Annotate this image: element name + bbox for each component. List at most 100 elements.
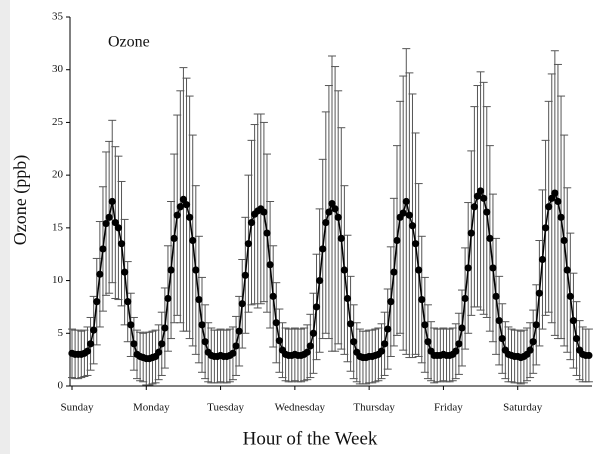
y-axis-label: Ozone (ppb) [10, 155, 31, 245]
data-point [102, 220, 110, 228]
data-point [275, 337, 283, 345]
data-point [114, 224, 123, 232]
data-point [381, 340, 389, 348]
data-point [266, 261, 274, 269]
data-point [411, 240, 420, 248]
data-point [535, 289, 543, 297]
data-point [303, 348, 311, 356]
data-point [263, 229, 271, 237]
data-point [548, 194, 556, 202]
data-point [473, 192, 482, 200]
data-point [96, 270, 104, 278]
data-point [99, 245, 107, 253]
data-point [557, 213, 565, 221]
y-tick-label: 15 [52, 221, 64, 233]
data-point [421, 321, 429, 329]
y-tick-label: 0 [58, 380, 64, 392]
data-point [201, 338, 209, 346]
data-point [189, 236, 197, 245]
data-point [377, 347, 386, 355]
data-point [566, 292, 574, 300]
data-point [316, 276, 324, 285]
data-point [309, 329, 318, 337]
data-point [127, 321, 135, 329]
data-point [526, 346, 534, 354]
y-tick-label: 20 [52, 169, 64, 181]
data-point [312, 303, 321, 311]
data-point [182, 201, 191, 209]
data-point [470, 203, 478, 211]
data-point [384, 325, 392, 333]
side-strip [0, 0, 10, 454]
data-point [337, 234, 345, 242]
data-point [334, 213, 342, 221]
data-point [90, 326, 98, 334]
data-point [415, 266, 423, 274]
data-point [563, 266, 571, 274]
data-point [117, 240, 126, 248]
data-point [486, 234, 494, 242]
data-point [306, 342, 314, 350]
data-point [498, 334, 506, 343]
data-point [158, 340, 166, 348]
data-point [408, 222, 417, 230]
data-point [418, 295, 426, 304]
data-point [241, 271, 249, 279]
x-axis-label: Hour of the Week [243, 428, 378, 449]
series-label: Ozone [108, 34, 150, 51]
data-point [170, 234, 178, 242]
data-point [111, 218, 119, 227]
data-point [393, 236, 401, 245]
data-point [569, 317, 578, 325]
data-point [350, 338, 358, 346]
data-point [532, 321, 540, 329]
data-point [232, 342, 240, 350]
data-point [452, 347, 460, 355]
data-point [464, 264, 472, 272]
data-point [340, 266, 348, 274]
y-tick-label: 10 [52, 274, 64, 286]
data-point [164, 294, 172, 303]
y-tick-label: 25 [52, 116, 64, 128]
data-point [192, 266, 200, 274]
data-point [176, 203, 184, 211]
data-point [343, 294, 352, 303]
data-point [161, 324, 169, 332]
data-point [541, 224, 550, 232]
data-point [247, 218, 256, 227]
x-tick-label: Wednesday [275, 402, 326, 414]
data-point [402, 197, 410, 206]
y-tick-label: 35 [52, 11, 64, 23]
data-point [328, 200, 336, 208]
data-point [179, 195, 188, 203]
data-point [458, 324, 466, 332]
data-point [495, 317, 503, 325]
data-point [346, 320, 355, 328]
x-tick-label: Saturday [503, 402, 543, 414]
data-point [121, 268, 129, 276]
x-tick-label: Friday [434, 402, 463, 414]
data-point [467, 229, 475, 237]
data-point [229, 349, 237, 357]
data-point [554, 197, 562, 206]
data-point [269, 292, 277, 300]
data-point [492, 292, 500, 300]
data-point [572, 334, 581, 343]
data-point [93, 298, 101, 306]
data-point [322, 218, 330, 227]
data-point [529, 338, 537, 346]
data-point [108, 197, 116, 206]
data-point [124, 298, 132, 306]
data-point [272, 319, 280, 327]
data-point [167, 266, 175, 274]
data-point [480, 194, 488, 202]
data-point [130, 340, 138, 348]
data-point [551, 189, 559, 197]
x-tick-label: Monday [133, 402, 170, 414]
data-point [173, 211, 181, 219]
data-point [390, 268, 398, 276]
data-point [83, 347, 92, 355]
x-tick-label: Sunday [61, 402, 95, 414]
data-point [198, 321, 206, 329]
y-tick-label: 30 [52, 63, 64, 75]
